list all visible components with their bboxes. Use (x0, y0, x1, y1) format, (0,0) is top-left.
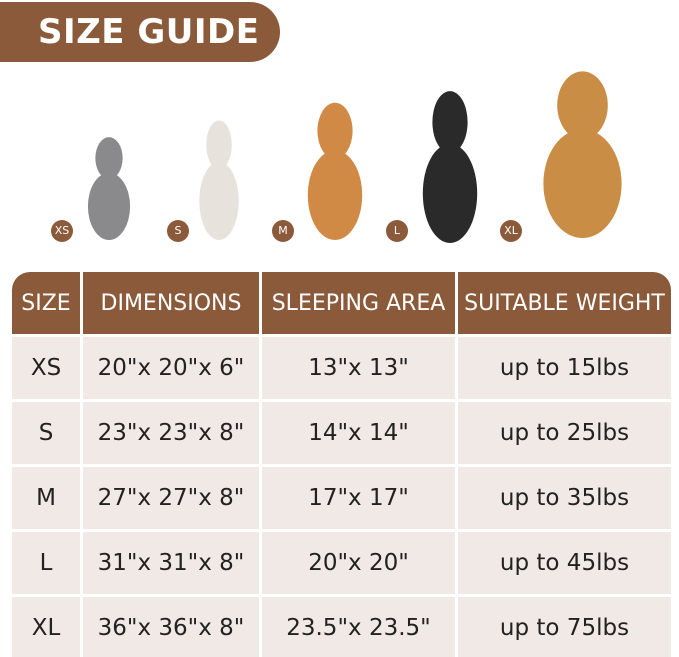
size-badge-m: M (272, 220, 294, 242)
table-cell: 20"x 20" (262, 532, 455, 594)
table-cell: 14"x 14" (262, 402, 455, 464)
table-row: M 27"x 27"x 8" 17"x 17" up to 35lbs (12, 467, 671, 529)
table-cell: S (12, 402, 80, 464)
table-cell: 17"x 17" (262, 467, 455, 529)
table-cell: up to 25lbs (458, 402, 671, 464)
table-cell: 20"x 20"x 6" (83, 337, 259, 399)
size-badge-xl: XL (500, 220, 522, 242)
table-row: S 23"x 23"x 8" 14"x 14" up to 25lbs (12, 402, 671, 464)
table-cell: M (12, 467, 80, 529)
size-table: SIZE DIMENSIONS SLEEPING AREA SUITABLE W… (9, 269, 674, 657)
cat-image (78, 135, 140, 240)
table-cell: up to 35lbs (458, 467, 671, 529)
header-suitable-weight: SUITABLE WEIGHT (458, 272, 671, 334)
page-title: SIZE GUIDE (0, 2, 280, 62)
table-cell: up to 15lbs (458, 337, 671, 399)
table-cell: 27"x 27"x 8" (83, 467, 259, 529)
header-dimensions: DIMENSIONS (83, 272, 259, 334)
table-cell: XS (12, 337, 80, 399)
corgi-image (295, 100, 375, 240)
french-bulldog-image (190, 118, 248, 240)
header-sleeping-area: SLEEPING AREA (262, 272, 455, 334)
header-size: SIZE (12, 272, 80, 334)
table-cell: 23.5"x 23.5" (262, 597, 455, 657)
table-row: XL 36"x 36"x 8" 23.5"x 23.5" up to 75lbs (12, 597, 671, 657)
table-cell: 13"x 13" (262, 337, 455, 399)
table-cell: 36"x 36"x 8" (83, 597, 259, 657)
table-row: L 31"x 31"x 8" 20"x 20" up to 45lbs (12, 532, 671, 594)
border-collie-image (410, 88, 490, 243)
table-header-row: SIZE DIMENSIONS SLEEPING AREA SUITABLE W… (12, 272, 671, 334)
table-cell: L (12, 532, 80, 594)
golden-retriever-image (525, 68, 640, 238)
table-cell: 23"x 23"x 8" (83, 402, 259, 464)
table-row: XS 20"x 20"x 6" 13"x 13" up to 15lbs (12, 337, 671, 399)
table-cell: up to 45lbs (458, 532, 671, 594)
size-badge-s: S (167, 220, 189, 242)
table-cell: up to 75lbs (458, 597, 671, 657)
size-badge-l: L (386, 220, 408, 242)
size-badge-xs: XS (51, 220, 73, 242)
table-cell: XL (12, 597, 80, 657)
table-cell: 31"x 31"x 8" (83, 532, 259, 594)
